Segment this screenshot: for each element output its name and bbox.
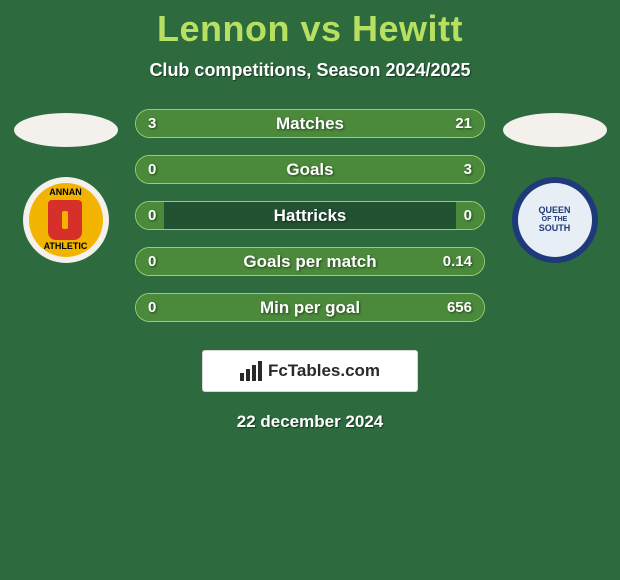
left-badge-text-bottom: ATHLETIC bbox=[44, 242, 88, 252]
stat-label: Goals per match bbox=[136, 248, 484, 275]
brand-text: FcTables.com bbox=[268, 361, 380, 381]
right-badge-text-bottom: SOUTH bbox=[539, 224, 571, 234]
page-title: Lennon vs Hewitt bbox=[0, 0, 620, 50]
right-badge-text-top: QUEEN bbox=[538, 206, 570, 216]
right-player-avatar bbox=[503, 113, 607, 147]
left-club-badge: ANNAN ATHLETIC bbox=[23, 177, 109, 263]
right-player-col: QUEEN OF THE SOUTH bbox=[497, 109, 612, 263]
stat-label: Goals bbox=[136, 156, 484, 183]
stat-label: Matches bbox=[136, 110, 484, 137]
brand-link[interactable]: FcTables.com bbox=[202, 350, 418, 392]
bar-chart-icon bbox=[240, 361, 262, 381]
stat-bar: 0656Min per goal bbox=[135, 293, 485, 322]
left-player-avatar bbox=[14, 113, 118, 147]
stat-bar: 321Matches bbox=[135, 109, 485, 138]
compare-area: ANNAN ATHLETIC 321Matches 03Goals 00Hattri… bbox=[0, 109, 620, 322]
stats-column: 321Matches 03Goals 00Hattricks 00.14Goals p… bbox=[135, 109, 485, 322]
right-club-badge-inner: QUEEN OF THE SOUTH bbox=[518, 183, 592, 257]
page-subtitle: Club competitions, Season 2024/2025 bbox=[0, 60, 620, 81]
left-badge-shield-icon bbox=[48, 200, 82, 240]
stat-bar: 00.14Goals per match bbox=[135, 247, 485, 276]
stat-label: Min per goal bbox=[136, 294, 484, 321]
left-player-col: ANNAN ATHLETIC bbox=[8, 109, 123, 263]
stat-label: Hattricks bbox=[136, 202, 484, 229]
page-root: Lennon vs Hewitt Club competitions, Seas… bbox=[0, 0, 620, 580]
right-club-badge: QUEEN OF THE SOUTH bbox=[512, 177, 598, 263]
left-club-badge-inner: ANNAN ATHLETIC bbox=[29, 183, 103, 257]
stat-bar: 00Hattricks bbox=[135, 201, 485, 230]
stat-bar: 03Goals bbox=[135, 155, 485, 184]
left-badge-text-top: ANNAN bbox=[49, 188, 82, 198]
date-label: 22 december 2024 bbox=[0, 412, 620, 432]
